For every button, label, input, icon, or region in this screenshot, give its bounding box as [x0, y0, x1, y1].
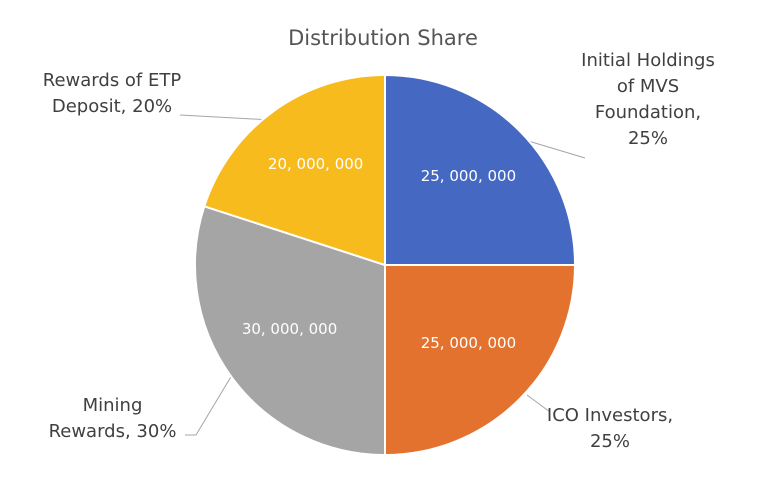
slice-label: ICO Investors, 25%: [546, 405, 674, 452]
leader-line: [185, 374, 233, 436]
slice-label: Initial Holdings of MVS Foundation, 25%: [581, 50, 715, 149]
value-label: 20, 000, 000: [268, 155, 363, 173]
chart-title: Distribution Share: [288, 26, 478, 50]
slice-label: Mining Rewards, 30%: [48, 395, 177, 442]
value-label: 30, 000, 000: [242, 320, 337, 338]
pie-slice: [203, 73, 386, 267]
slice-label: Rewards of ETP Deposit, 20%: [42, 70, 182, 117]
pie-slice: [194, 205, 386, 457]
value-label: 25, 000, 000: [421, 334, 516, 352]
value-label: 25, 000, 000: [421, 167, 516, 185]
pie-slice: [384, 264, 577, 457]
leader-line: [526, 394, 551, 413]
leader-line: [524, 139, 586, 159]
pie-slice: [384, 73, 577, 266]
